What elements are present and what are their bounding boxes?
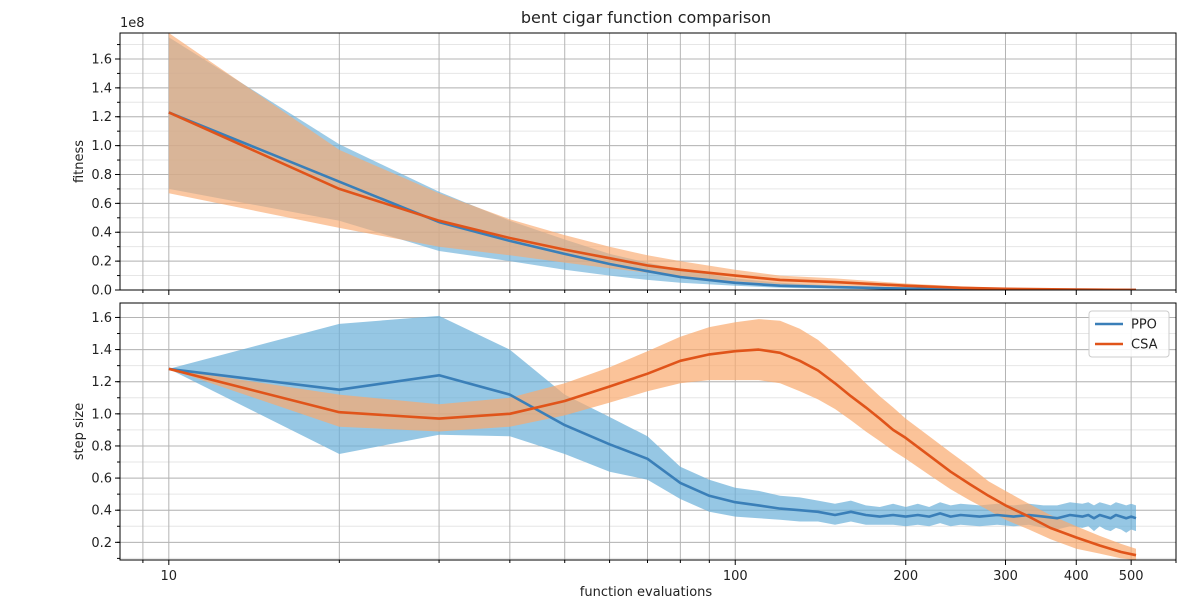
step-size-y-tick-label: 0.4 <box>91 504 112 519</box>
step-size-y-tick-label: 1.2 <box>91 375 112 390</box>
fitness-panel: 0.0 0.2 0.4 0.6 0.8 1.0 1.2 1.4 1.6 fitness <box>72 32 1177 299</box>
fitness-y-axis-label: fitness <box>72 140 87 183</box>
chart-title: bent cigar function comparison <box>521 8 771 27</box>
step-size-y-tick-label: 0.8 <box>91 439 112 454</box>
fitness-y-tick-label: 0.4 <box>91 226 112 241</box>
fitness-y-tick-label: 0.6 <box>91 197 112 212</box>
legend-label-ppo: PPO <box>1131 318 1157 333</box>
fitness-y-tick-label: 0.8 <box>91 168 112 183</box>
step-size-y-axis-label: step size <box>72 403 87 460</box>
band-ppo <box>168 315 1137 533</box>
fitness-y-tick-label: 0.2 <box>91 255 112 270</box>
fitness-y-tick-label: 1.2 <box>91 110 112 125</box>
legend-box <box>1088 310 1170 358</box>
step-size-x-tick-label: 400 <box>1064 569 1089 584</box>
band-csa <box>168 33 1137 290</box>
step-size-x-tick-label: 300 <box>993 569 1018 584</box>
step-size-y-tick-label: 1.4 <box>91 343 112 358</box>
fitness-y-tick-label: 0.0 <box>91 284 112 299</box>
step-size-axes-frame <box>119 302 1177 561</box>
step-size-x-tick-label: 10 <box>161 569 178 584</box>
step-size-panel: 0.2 0.4 0.6 0.8 1.0 1.2 1.4 1.6 10 100 200 300 400 50… <box>72 302 1177 600</box>
band-csa <box>168 319 1137 560</box>
step-size-x-tick-label: 500 <box>1119 569 1144 584</box>
line-ppo <box>168 367 1137 520</box>
legend-label-csa: CSA <box>1131 338 1158 353</box>
step-size-x-tick-label: 100 <box>723 569 748 584</box>
fitness-axes-frame <box>119 32 1177 291</box>
step-size-y-tick-label: 1.6 <box>91 311 112 326</box>
line-csa <box>168 348 1137 557</box>
step-size-data <box>168 315 1137 560</box>
fitness-y-tick-label: 1.0 <box>91 139 112 154</box>
step-size-x-tick-label: 200 <box>893 569 918 584</box>
legend: PPO CSA <box>1088 310 1170 358</box>
step-size-y-tick-label: 0.6 <box>91 472 112 487</box>
step-size-x-axis-label: function evaluations <box>580 585 713 600</box>
fitness-y-tick-label: 1.4 <box>91 81 112 96</box>
step-size-y-tick-label: 0.2 <box>91 536 112 551</box>
fitness-data <box>168 33 1137 290</box>
top-y-scale-label: 1e8 <box>120 16 145 31</box>
fitness-y-tick-label: 1.6 <box>91 52 112 67</box>
line-csa <box>168 111 1137 290</box>
step-size-y-tick-label: 1.0 <box>91 407 112 422</box>
